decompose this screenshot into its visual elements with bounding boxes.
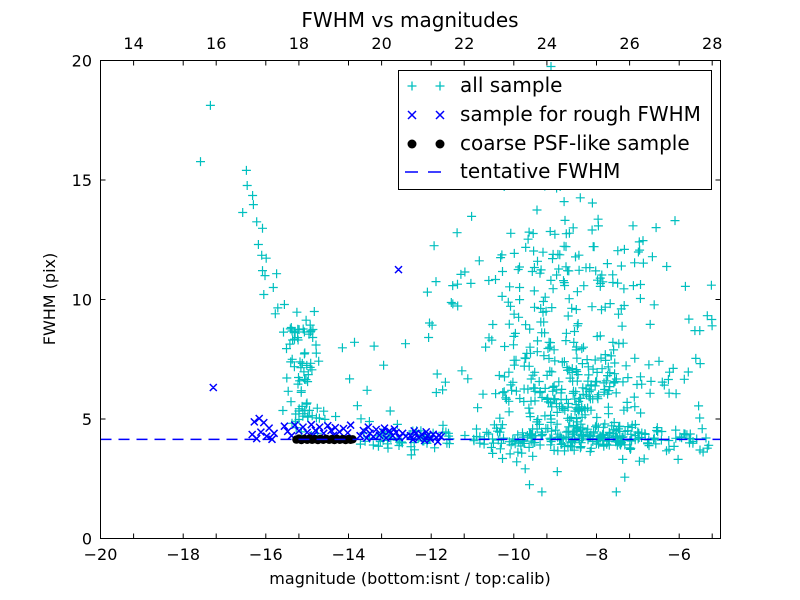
x-bottom-tick-label: −14 <box>332 545 366 564</box>
y-tick-labels: 0 5 10 15 20 <box>72 52 92 549</box>
axis-tick-marks <box>100 60 721 539</box>
tick-marks <box>100 60 721 539</box>
x-top-tick-label: 16 <box>206 34 226 53</box>
dot-marker-icon <box>407 139 417 149</box>
cross-marker-icon <box>407 110 445 120</box>
x-bottom-tick-labels: −20 −18 −16 −14 −12 −10 −8 −6 <box>84 545 691 564</box>
series-rough-fwhm-sample <box>209 265 446 446</box>
y-axis-label: FWHM (pix) <box>40 253 59 346</box>
cross-markers <box>209 265 446 446</box>
legend-box <box>398 70 712 190</box>
x-top-tick-label: 24 <box>537 34 557 53</box>
x-top-tick-label: 28 <box>702 34 722 53</box>
x-top-tick-label: 26 <box>619 34 639 53</box>
y-tick-label: 20 <box>72 52 92 71</box>
y-tick-label: 5 <box>82 410 92 429</box>
legend-entry-tentative-fwhm: tentative FWHM <box>405 159 620 183</box>
x-top-tick-label: 14 <box>123 34 143 53</box>
legend-label: tentative FWHM <box>460 159 620 183</box>
y-tick-label: 0 <box>82 530 92 549</box>
dot-marker-icon2 <box>435 139 445 149</box>
plus-marker-icon <box>407 81 445 91</box>
x-top-tick-label: 20 <box>371 34 391 53</box>
x-axis-label: magnitude (bottom:isnt / top:calib) <box>269 569 550 588</box>
legend-label: coarse PSF-like sample <box>460 131 690 155</box>
x-bottom-tick-label: −8 <box>585 545 609 564</box>
legend-entry-all-sample: all sample <box>407 73 562 97</box>
x-top-tick-label: 18 <box>289 34 309 53</box>
x-bottom-tick-label: −20 <box>84 545 118 564</box>
y-tick-label: 10 <box>72 291 92 310</box>
series-coarse-psf-sample <box>292 434 357 445</box>
x-bottom-tick-label: −6 <box>667 545 691 564</box>
legend: all sample sample for rough FWHM coarse … <box>398 70 712 190</box>
y-tick-label: 15 <box>72 171 92 190</box>
x-bottom-tick-label: −10 <box>497 545 531 564</box>
x-bottom-tick-label: −16 <box>249 545 283 564</box>
x-bottom-tick-label: −18 <box>166 545 200 564</box>
x-bottom-tick-label: −12 <box>414 545 448 564</box>
x-top-tick-labels: 14 16 18 20 22 24 26 28 <box>123 34 722 53</box>
legend-label: sample for rough FWHM <box>460 102 701 126</box>
legend-label: all sample <box>460 73 562 97</box>
legend-entry-rough-fwhm: sample for rough FWHM <box>407 102 701 126</box>
x-top-tick-label: 22 <box>454 34 474 53</box>
legend-entry-psf-sample: coarse PSF-like sample <box>407 131 690 155</box>
chart-title: FWHM vs magnitudes <box>301 8 518 32</box>
